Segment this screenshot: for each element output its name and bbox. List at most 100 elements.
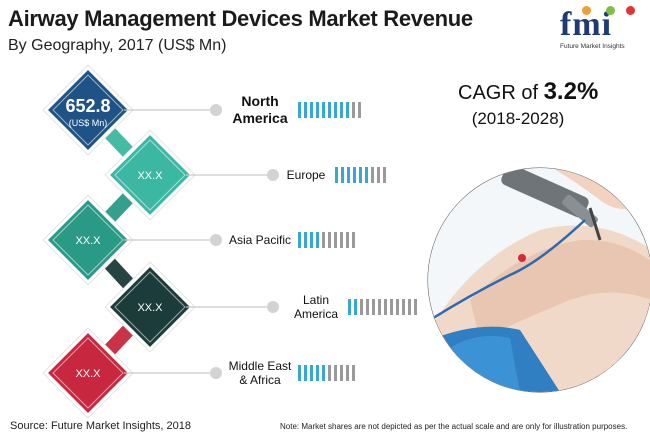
share-bar-segment xyxy=(298,365,301,381)
region-label: Europe xyxy=(283,168,329,182)
share-bar-segment xyxy=(358,102,361,118)
share-bar-segment xyxy=(352,102,355,118)
cagr-prefix: CAGR of xyxy=(458,82,544,104)
share-bar-segment xyxy=(377,167,380,183)
share-bar-segment xyxy=(316,102,319,118)
diamond-inner-border xyxy=(52,204,124,276)
share-bar-segment xyxy=(334,102,337,118)
logo-tagline: Future Market Insights xyxy=(560,43,625,50)
share-bar-segment xyxy=(316,365,319,381)
share-bar-segment xyxy=(328,365,331,381)
share-bar-segment xyxy=(328,232,331,248)
share-bar-segment xyxy=(316,232,319,248)
region-label-line: Asia Pacific xyxy=(228,233,292,247)
leader-dot xyxy=(267,301,279,313)
region-label: Asia Pacific xyxy=(228,233,292,247)
share-bar-segment xyxy=(396,299,399,315)
diamond-inner-border xyxy=(52,337,124,409)
logo-dot-orange xyxy=(582,6,591,15)
share-bar-segment xyxy=(360,299,363,315)
region-label-line: Europe xyxy=(286,168,326,182)
chart-subtitle: By Geography, 2017 (US$ Mn) xyxy=(8,37,227,54)
region-label-line: & Africa xyxy=(239,373,281,387)
logo-dot-red xyxy=(626,6,635,15)
source-note: Source: Future Market Insights, 2018 xyxy=(10,420,191,432)
airway-procedure-photo xyxy=(427,167,650,393)
region-diamond xyxy=(44,329,132,417)
leader-dot xyxy=(210,367,222,379)
share-bar-segment xyxy=(310,102,313,118)
region-label-line: Middle East xyxy=(228,359,292,373)
share-bar-segment xyxy=(346,365,349,381)
share-bar-segment xyxy=(354,299,357,315)
share-bar-segment xyxy=(353,167,356,183)
diamond-inner-border xyxy=(114,139,186,211)
share-bar-segment xyxy=(340,365,343,381)
share-bar-segment xyxy=(310,365,313,381)
share-bar-segment xyxy=(383,167,386,183)
region-label-line: North xyxy=(241,93,279,109)
share-bar-segment xyxy=(335,167,338,183)
share-bar-segment xyxy=(334,232,337,248)
share-bar-segment xyxy=(348,299,351,315)
share-bar-segment xyxy=(352,365,355,381)
share-bar-segment xyxy=(352,232,355,248)
share-bar-segment xyxy=(408,299,411,315)
region-label-line: America xyxy=(232,110,288,126)
chart-title: Airway Management Devices Market Revenue xyxy=(8,6,473,31)
region-label: Latin America xyxy=(290,293,342,321)
region-label-line: America xyxy=(293,307,338,321)
share-bar-segment xyxy=(365,167,368,183)
share-bar-segment xyxy=(322,232,325,248)
region-value: XX.X xyxy=(75,235,101,247)
region-diamond xyxy=(44,196,132,284)
region-value-unit: (US$ Mn) xyxy=(69,118,108,128)
region-value: XX.X xyxy=(137,302,163,314)
region-value: 652.8 xyxy=(65,96,110,116)
share-bar-segment xyxy=(371,167,374,183)
share-bar-segment xyxy=(340,102,343,118)
fmi-logo: fmi Future Market Insights xyxy=(560,6,640,58)
region-label: North America xyxy=(228,93,292,127)
share-bar-segment xyxy=(366,299,369,315)
share-bar-segment xyxy=(384,299,387,315)
illustration-note: Note: Market shares are not depicted as … xyxy=(280,422,628,431)
share-bar-segment xyxy=(298,102,301,118)
share-bar-segment xyxy=(334,365,337,381)
share-bar-segment xyxy=(322,102,325,118)
share-bar-segment xyxy=(347,167,350,183)
share-bar-segment xyxy=(304,102,307,118)
region-value: XX.X xyxy=(75,368,101,380)
share-bar-segment xyxy=(340,232,343,248)
share-bar-segment xyxy=(390,299,393,315)
diamond-inner-border xyxy=(114,271,186,343)
diamond-inner-border xyxy=(52,74,124,146)
share-bar-segment xyxy=(414,299,417,315)
region-label: Middle East & Africa xyxy=(228,359,292,387)
share-bar-segment xyxy=(304,365,307,381)
cagr-value: 3.2% xyxy=(543,78,599,105)
share-bar-segment xyxy=(310,232,313,248)
share-bar-segment xyxy=(402,299,405,315)
share-bar-segment xyxy=(359,167,362,183)
leader-dot xyxy=(267,169,279,181)
share-bar-segment xyxy=(341,167,344,183)
share-bar-segment xyxy=(304,232,307,248)
region-diamond xyxy=(44,66,132,154)
region-diamond xyxy=(106,131,194,219)
cagr-period: (2018-2028) xyxy=(471,109,565,128)
region-diamond xyxy=(106,263,194,351)
share-bar-segment xyxy=(346,102,349,118)
leader-dot xyxy=(210,234,222,246)
share-bar-segment xyxy=(298,232,301,248)
leader-dot xyxy=(210,104,222,116)
logo-dot-green xyxy=(606,6,615,15)
share-bar-segment xyxy=(346,232,349,248)
region-value: XX.X xyxy=(137,170,163,182)
share-bar-segment xyxy=(372,299,375,315)
region-label-line: Latin xyxy=(302,293,330,307)
share-bar-segment xyxy=(378,299,381,315)
cagr-callout: CAGR of 3.2% (2018-2028) xyxy=(458,78,598,129)
share-bar-segment xyxy=(328,102,331,118)
